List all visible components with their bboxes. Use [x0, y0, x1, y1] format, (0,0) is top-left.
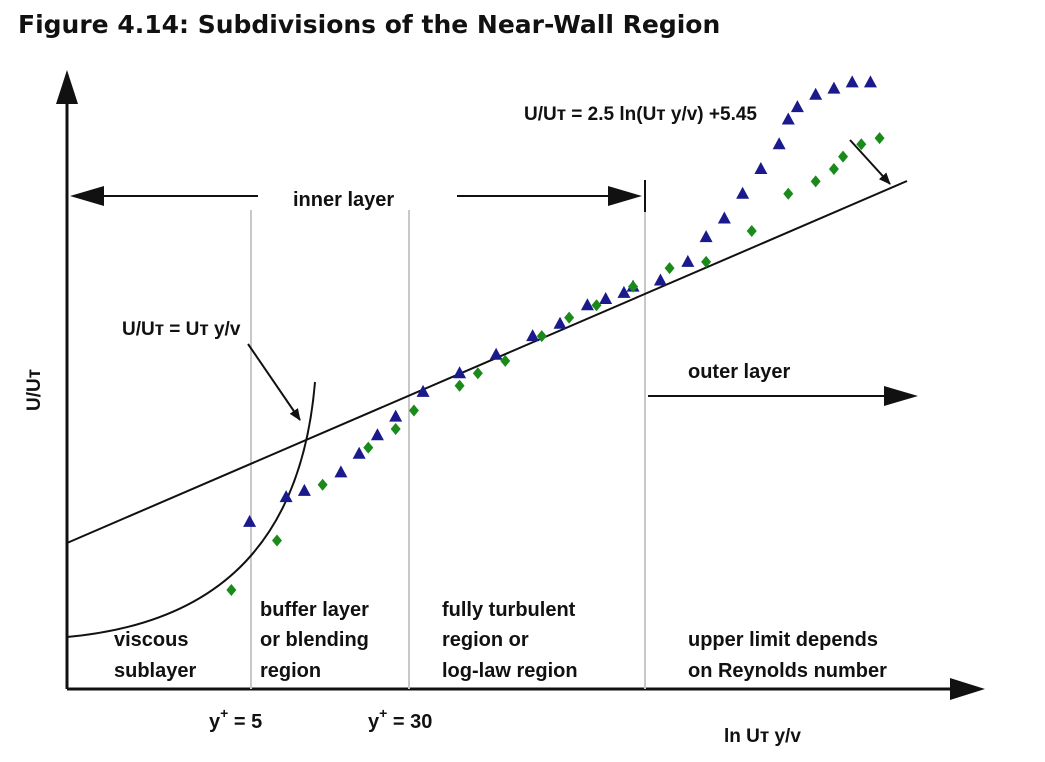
triangle-marker — [553, 316, 567, 329]
inner-layer-left-arrowhead — [70, 186, 104, 206]
triangle-marker — [827, 81, 841, 94]
diamond-marker — [226, 583, 237, 596]
diamond-marker — [628, 280, 639, 293]
triangle-marker — [352, 446, 366, 459]
triangle-marker — [809, 87, 823, 100]
viscous-curve — [66, 381, 316, 638]
diamond-marker — [454, 379, 465, 392]
log-law-equation-pointer — [849, 139, 891, 185]
diamond-marker — [500, 354, 511, 367]
diamond-marker — [783, 187, 794, 200]
x-axis-arrowhead — [950, 678, 985, 700]
triangle-marker — [617, 285, 631, 298]
viscous-equation: U/Uт = Uт y/v — [122, 319, 241, 340]
diamond-marker — [317, 478, 328, 491]
viscous-equation-pointer — [247, 343, 301, 421]
diamond-marker — [408, 404, 419, 417]
triangle-marker — [681, 254, 695, 267]
turbulent-label-line2: region or — [442, 629, 529, 651]
triangle-marker — [489, 347, 503, 360]
triangle-marker — [599, 292, 613, 305]
outer-layer-arrowhead — [884, 386, 918, 406]
diamond-marker — [390, 423, 401, 436]
diamond-marker — [701, 255, 712, 268]
diamond-marker — [472, 367, 483, 380]
triangle-marker — [845, 75, 859, 88]
triangle-marker — [526, 329, 540, 342]
log-law-equation: U/Uт = 2.5 ln(Uт y/v) +5.45 — [524, 104, 757, 125]
triangle-marker — [699, 230, 713, 243]
triangle-marker — [297, 483, 311, 496]
diamond-marker — [564, 311, 575, 324]
triangle-marker — [243, 514, 257, 527]
outer-layer-label: outer layer — [688, 361, 790, 383]
x-axis-label: ln Uт y/v — [724, 726, 801, 747]
turbulent-label-line3: log-law region — [442, 660, 578, 682]
triangle-marker — [580, 298, 594, 311]
triangle-marker — [416, 384, 430, 397]
log-law-line — [66, 180, 908, 544]
diamond-marker — [363, 441, 374, 454]
y-axis-label: U/Uт — [24, 369, 45, 411]
triangle-marker — [279, 490, 293, 503]
triangle-marker — [717, 211, 731, 224]
triangle-marker — [790, 100, 804, 113]
triangle-marker — [772, 137, 786, 150]
tick-y30: y+ = 30 — [368, 705, 432, 733]
buffer-label-line1: buffer layer — [260, 599, 369, 621]
diamond-marker — [664, 262, 675, 275]
inner-layer-right-arrowhead — [608, 186, 642, 206]
diamond-marker — [536, 330, 547, 343]
inner-layer-label: inner layer — [293, 189, 394, 211]
viscous-label-line2: sublayer — [114, 660, 196, 682]
figure-title: Figure 4.14: Subdivisions of the Near-Wa… — [18, 10, 721, 39]
upper-label-line1: upper limit depends — [688, 629, 878, 651]
triangle-marker — [653, 273, 667, 286]
triangle-marker — [754, 162, 768, 175]
buffer-label-line2: or blending — [260, 629, 369, 651]
triangle-marker — [781, 112, 795, 125]
buffer-label-line3: region — [260, 660, 321, 682]
triangle-marker — [370, 428, 384, 441]
viscous-label-line1: viscous — [114, 629, 188, 651]
diamond-marker — [271, 534, 282, 547]
diamond-marker — [746, 224, 757, 237]
triangle-marker — [334, 465, 348, 478]
diamond-marker — [810, 175, 821, 188]
triangle-marker — [863, 75, 877, 88]
upper-label-line2: on Reynolds number — [688, 660, 887, 682]
triangle-marker — [453, 366, 467, 379]
diamond-marker — [838, 150, 849, 163]
diamond-marker — [591, 299, 602, 312]
diamond-marker — [874, 132, 885, 145]
diamond-marker — [828, 163, 839, 176]
triangle-markers — [243, 75, 877, 527]
triangle-marker — [389, 409, 403, 422]
y-axis-arrowhead — [56, 70, 78, 104]
diamond-markers — [226, 132, 885, 596]
diamond-marker — [856, 138, 867, 151]
turbulent-label-line1: fully turbulent — [442, 599, 576, 621]
triangle-marker — [736, 186, 750, 199]
tick-y5: y+ = 5 — [209, 705, 262, 733]
